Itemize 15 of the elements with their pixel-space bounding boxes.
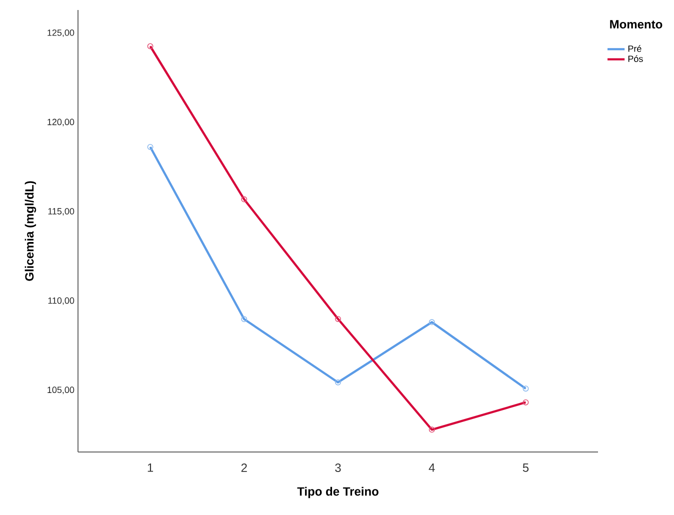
x-tick-label: 1 (148, 464, 154, 472)
x-tick-label: 2 (241, 464, 247, 472)
x-tick-label: 3 (335, 464, 341, 472)
y-axis-title: Glicemia (mgl/dL) (24, 181, 36, 281)
x-axis-title: Tipo de Treino (297, 486, 378, 498)
legend-label: Pré (628, 45, 642, 52)
y-tick-label: 125,00 (48, 29, 74, 37)
x-tick-label: 5 (522, 464, 529, 472)
y-tick-label: 115,00 (48, 208, 74, 216)
y-tick-label: 110,00 (48, 297, 74, 305)
y-tick-label: 105,00 (48, 386, 74, 394)
legend-title: Momento (610, 20, 662, 29)
x-tick-label: 4 (428, 464, 435, 472)
y-tick-label: 120,00 (48, 118, 74, 126)
legend-label: Pós (628, 55, 643, 62)
